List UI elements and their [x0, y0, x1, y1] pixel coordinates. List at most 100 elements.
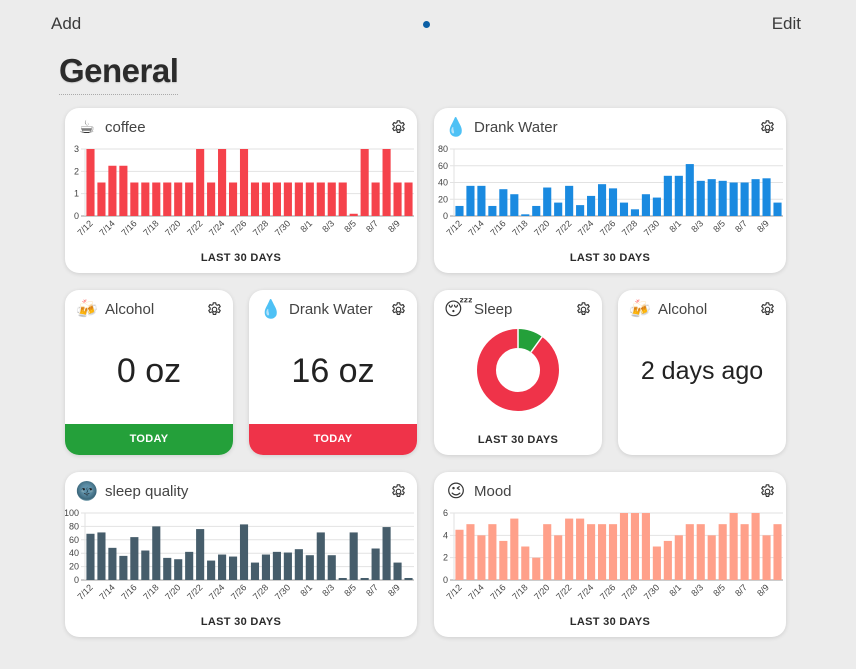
bar[interactable]: [382, 149, 391, 216]
gear-icon[interactable]: [390, 301, 407, 318]
bar[interactable]: [521, 214, 530, 216]
bar[interactable]: [86, 149, 95, 216]
drank-water-today-card[interactable]: 💧 Drank Water 16 oz TODAY: [249, 290, 417, 455]
bar[interactable]: [729, 182, 738, 217]
bar[interactable]: [773, 524, 782, 580]
gear-icon[interactable]: [390, 119, 407, 136]
bar[interactable]: [97, 182, 106, 217]
gear-icon[interactable]: [206, 301, 223, 318]
bar[interactable]: [382, 527, 391, 580]
bar[interactable]: [762, 535, 771, 580]
bar[interactable]: [360, 149, 369, 216]
bar[interactable]: [597, 524, 607, 580]
bar[interactable]: [305, 182, 314, 217]
bar[interactable]: [119, 165, 128, 216]
bar[interactable]: [283, 552, 292, 580]
bar[interactable]: [543, 187, 552, 216]
bar[interactable]: [218, 554, 227, 580]
bar[interactable]: [371, 548, 380, 580]
bar[interactable]: [652, 546, 661, 581]
bar[interactable]: [718, 524, 727, 580]
bar[interactable]: [141, 550, 150, 580]
bar[interactable]: [630, 209, 640, 216]
bar[interactable]: [751, 179, 760, 216]
drank-water-chart-card[interactable]: 0 20 40 60 80 7/12 7/14 7/16 7/18 7/20 7/22 7/24 7/2…: [434, 108, 786, 273]
gear-icon[interactable]: [390, 483, 407, 500]
bar[interactable]: [305, 555, 314, 580]
alcohol-today-card[interactable]: 🍻 Alcohol 0 oz TODAY: [65, 290, 233, 455]
gear-icon[interactable]: [759, 301, 776, 318]
bar[interactable]: [587, 195, 596, 216]
bar[interactable]: [283, 182, 292, 217]
bar[interactable]: [327, 555, 336, 580]
bar[interactable]: [663, 540, 672, 580]
bar[interactable]: [97, 532, 106, 580]
bar[interactable]: [762, 178, 771, 216]
bar[interactable]: [196, 529, 205, 580]
bar[interactable]: [619, 513, 629, 580]
bar[interactable]: [393, 562, 402, 580]
add-button[interactable]: Add: [51, 14, 82, 33]
bar[interactable]: [674, 535, 683, 580]
bar[interactable]: [466, 524, 475, 580]
bar[interactable]: [404, 577, 413, 580]
coffee-card[interactable]: 0 1 2 3 7/12 7/14 7/16 7/18 7/20 7/22 7/24 7/26 7/28…: [65, 108, 417, 273]
bar[interactable]: [466, 185, 475, 216]
bar[interactable]: [510, 518, 519, 580]
bar[interactable]: [455, 529, 464, 580]
bar[interactable]: [729, 513, 738, 580]
bar[interactable]: [477, 185, 486, 216]
bar[interactable]: [207, 560, 216, 580]
bar[interactable]: [740, 524, 749, 580]
bar[interactable]: [499, 189, 508, 216]
bar[interactable]: [521, 546, 530, 581]
bar[interactable]: [272, 182, 281, 217]
bar[interactable]: [228, 182, 238, 217]
bar[interactable]: [630, 513, 640, 580]
bar[interactable]: [565, 518, 574, 580]
bar[interactable]: [207, 182, 216, 217]
bar[interactable]: [641, 194, 650, 216]
bar[interactable]: [130, 182, 139, 217]
bar[interactable]: [294, 549, 303, 580]
mood-card[interactable]: 0 2 4 6 7/12 7/14 7/16 7/18 7/20 7/22 7/24 7/26 7/28…: [434, 472, 786, 637]
bar[interactable]: [349, 213, 358, 216]
bar[interactable]: [108, 547, 117, 580]
bar[interactable]: [239, 524, 249, 580]
bar[interactable]: [294, 182, 303, 217]
bar[interactable]: [360, 577, 369, 580]
bar[interactable]: [499, 540, 508, 580]
bar[interactable]: [108, 165, 117, 216]
bar[interactable]: [196, 149, 205, 216]
bar[interactable]: [174, 182, 183, 217]
bar[interactable]: [576, 518, 585, 580]
bar[interactable]: [543, 524, 552, 580]
bar[interactable]: [272, 551, 281, 580]
bar[interactable]: [488, 524, 497, 580]
bar[interactable]: [250, 182, 260, 217]
bar[interactable]: [740, 182, 749, 217]
alcohol-last-card[interactable]: 🍻 Alcohol 2 days ago: [618, 290, 786, 455]
gear-icon[interactable]: [759, 119, 776, 136]
bar[interactable]: [663, 175, 672, 216]
bar[interactable]: [641, 513, 650, 580]
bar[interactable]: [261, 554, 271, 580]
bar[interactable]: [587, 524, 596, 580]
bar[interactable]: [338, 182, 347, 217]
bar[interactable]: [696, 180, 705, 216]
bar[interactable]: [554, 535, 563, 580]
bar[interactable]: [119, 555, 128, 580]
bar[interactable]: [404, 182, 413, 217]
bar[interactable]: [152, 526, 161, 580]
bar[interactable]: [608, 188, 618, 216]
bar[interactable]: [163, 182, 172, 217]
bar[interactable]: [185, 182, 194, 217]
bar[interactable]: [455, 205, 464, 216]
bar[interactable]: [141, 182, 150, 217]
bar[interactable]: [250, 562, 260, 580]
bar[interactable]: [316, 182, 325, 217]
bar[interactable]: [554, 202, 563, 216]
bar[interactable]: [532, 557, 541, 580]
bar[interactable]: [239, 149, 249, 216]
bar[interactable]: [261, 182, 271, 217]
